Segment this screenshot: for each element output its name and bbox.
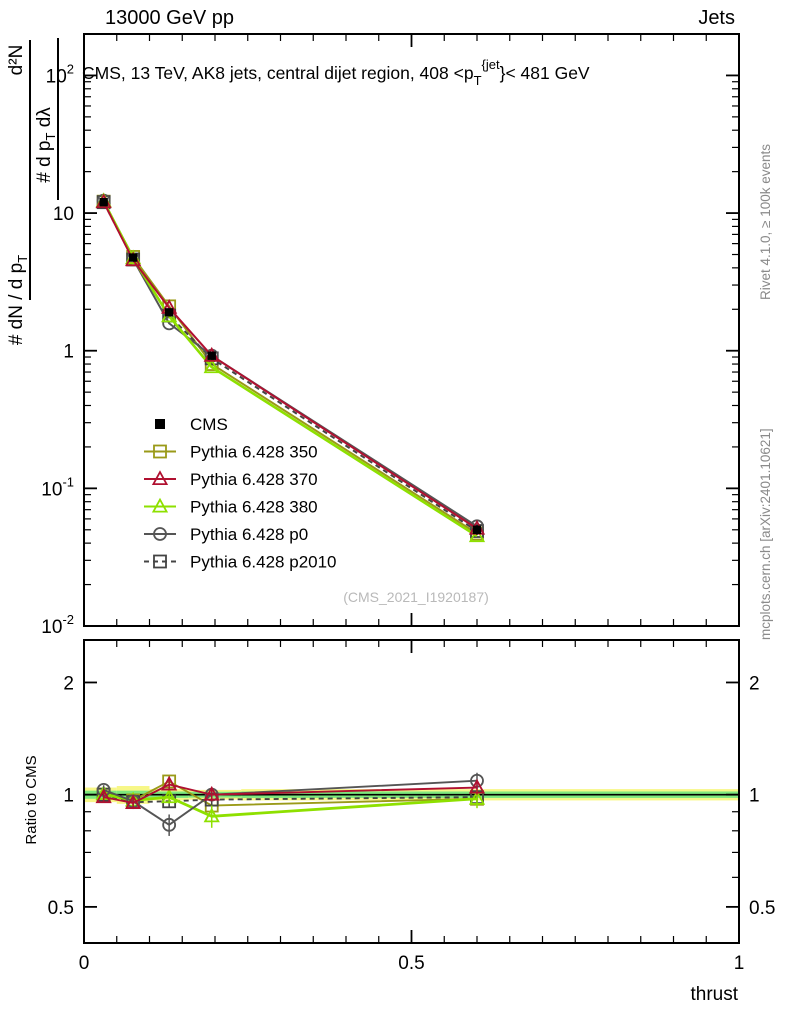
- x-tick-label: 0: [79, 953, 90, 974]
- legend-marker: [153, 527, 167, 541]
- y-tick-label: 10: [53, 204, 74, 225]
- legend-item-cms[interactable]: CMS: [155, 415, 228, 434]
- watermark: (CMS_2021_I1920187): [343, 589, 489, 605]
- ratio-data-point: [161, 775, 178, 791]
- legend-marker: [153, 444, 167, 459]
- x-tick-label: 0.5: [398, 953, 424, 974]
- ratio-y-tick-label: 1: [63, 786, 74, 807]
- y-tick-label: 1: [63, 342, 74, 363]
- data-point: [468, 527, 486, 543]
- legend-item-cp0[interactable]: Pythia 6.428 p0: [144, 525, 308, 544]
- svg-text:CMS, 13 TeV, AK8 jets, central: CMS, 13 TeV, AK8 jets, central dijet reg…: [82, 57, 590, 88]
- y-axis-label-d2n: d²N: [6, 45, 27, 76]
- legend-label: Pythia 6.428 p0: [190, 525, 308, 544]
- ratio-axis-label: Ratio to CMS: [23, 755, 40, 844]
- ratio-y-tick-label: 0.5: [48, 898, 74, 919]
- plot-title: CMS, 13 TeV, AK8 jets, central dijet reg…: [82, 57, 590, 88]
- legend-marker: [151, 497, 169, 513]
- y-tick-label: 102: [46, 61, 74, 87]
- x-tick-label: 1: [734, 953, 745, 974]
- ratio-series-c370: [95, 775, 486, 810]
- legend-label: Pythia 6.428 350: [190, 443, 318, 462]
- x-axis-label: thrust: [690, 984, 738, 1005]
- data-point: [472, 525, 482, 534]
- title-prefix: CMS, 13 TeV, AK8 jets, central dijet reg…: [82, 63, 474, 83]
- ratio-y-tick-label-right: 2: [749, 673, 760, 694]
- legend-marker: [153, 554, 167, 569]
- series-cms: [99, 197, 482, 535]
- title-superscript: {jet: [482, 57, 500, 72]
- main-plot-panel: 102 10 1 10-1 10-2: [41, 33, 740, 638]
- legend-item-c350[interactable]: Pythia 6.428 350: [144, 443, 318, 462]
- ratio-y-tick-label-right: 1: [749, 786, 760, 807]
- legend-item-c370[interactable]: Pythia 6.428 370: [144, 470, 318, 489]
- y-tick-label: 10-2: [41, 612, 74, 638]
- y-axis-label: # dN / d pT 1 # d pT dλ d²N: [6, 38, 59, 345]
- ratio-data-point: [95, 788, 112, 804]
- y-tick-label: 10-1: [41, 474, 74, 500]
- side-text-lower: mcplots.cern.ch [arXiv:2401.10621]: [758, 428, 773, 640]
- ratio-data-point: [203, 785, 220, 801]
- title-suffix: }< 481 GeV: [500, 63, 590, 83]
- data-point: [207, 351, 216, 360]
- data-point: [164, 308, 174, 317]
- ratio-y-tick-label: 2: [63, 673, 74, 694]
- legend-label: Pythia 6.428 380: [190, 498, 318, 517]
- ratio-data-point: [468, 790, 486, 805]
- legend-label: Pythia 6.428 p2010: [190, 553, 337, 572]
- ratio-y-tick-label-right: 0.5: [749, 898, 775, 919]
- data-point: [99, 197, 108, 207]
- header-left: 13000 GeV pp: [105, 7, 234, 29]
- legend-marker: [151, 470, 169, 486]
- title-subscript: T: [474, 73, 482, 88]
- series-line: [102, 201, 478, 530]
- side-text-upper: Rivet 4.1.0, ≥ 100k events: [758, 144, 773, 300]
- ratio-data-point: [468, 778, 486, 794]
- ratio-plot-panel: 2 2 1 1 0.5 0.5 0 0.5 1: [48, 639, 775, 974]
- data-point: [203, 358, 220, 374]
- legend-item-c380[interactable]: Pythia 6.428 380: [144, 498, 318, 517]
- ratio-data-point: [125, 794, 142, 809]
- legend: CMS Pythia 6.428 350 Pythia 6.428 370 Pythi…: [144, 415, 337, 572]
- ratio-data-point: [162, 817, 177, 832]
- ratio-data-point: [161, 788, 178, 804]
- legend-label: Pythia 6.428 370: [190, 470, 318, 489]
- data-point: [128, 253, 138, 262]
- y-axis-label-numerator: # d pT dλ: [34, 107, 58, 183]
- legend-marker: [155, 419, 165, 429]
- header-right: Jets: [698, 7, 735, 29]
- legend-item-cp2010[interactable]: Pythia 6.428 p2010: [144, 553, 337, 572]
- legend-label: CMS: [190, 415, 228, 434]
- ratio-data-point: [203, 807, 220, 823]
- y-axis-label-denominator: # dN / d pT: [6, 255, 30, 345]
